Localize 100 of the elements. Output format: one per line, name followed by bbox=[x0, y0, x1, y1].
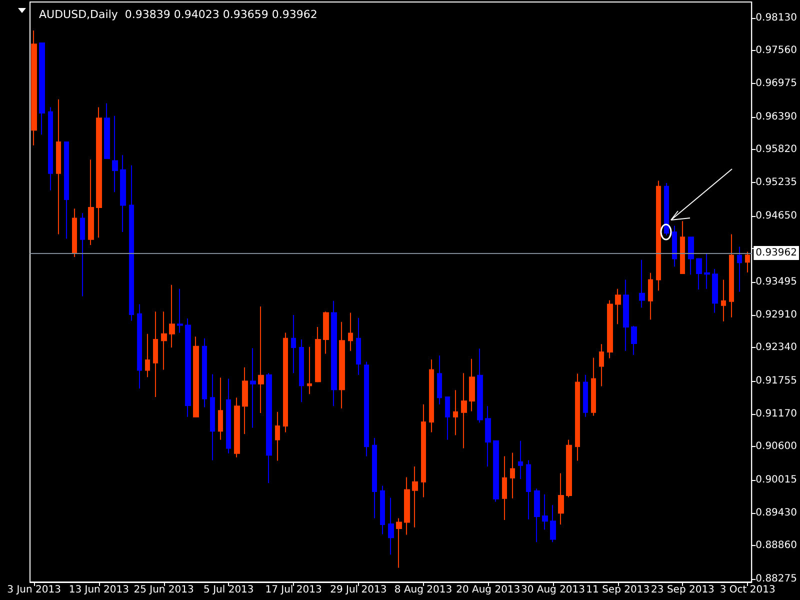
candlestick bbox=[161, 311, 167, 370]
candlestick bbox=[696, 258, 702, 290]
candlestick bbox=[275, 411, 280, 462]
candlestick bbox=[226, 378, 231, 454]
y-tick-label: 0.95235 bbox=[756, 177, 798, 188]
candlestick bbox=[177, 288, 183, 334]
candlestick bbox=[721, 279, 726, 322]
candlestick bbox=[566, 439, 572, 498]
candlestick bbox=[583, 374, 588, 418]
y-tick-label: 0.94650 bbox=[756, 210, 798, 222]
x-tick-label: 5 Jul 2013 bbox=[204, 584, 254, 596]
candlestick bbox=[688, 236, 694, 276]
candlestick bbox=[112, 115, 118, 193]
x-tick-label: 25 Jun 2013 bbox=[134, 584, 194, 596]
candlestick bbox=[291, 314, 296, 374]
candlestick bbox=[704, 252, 710, 290]
candlestick bbox=[607, 300, 613, 359]
candlestick bbox=[461, 372, 467, 449]
y-tick-label: 0.88275 bbox=[756, 573, 798, 584]
x-tick-label: 23 Sep 2013 bbox=[651, 584, 714, 596]
candlestick bbox=[185, 318, 191, 418]
y-tick-label: 0.96975 bbox=[756, 78, 798, 90]
candlestick bbox=[64, 142, 69, 240]
candlestick bbox=[493, 440, 499, 502]
candlestick bbox=[712, 268, 718, 314]
y-tick-label: 0.93495 bbox=[756, 276, 798, 288]
candlestick bbox=[250, 348, 256, 428]
x-tick-label: 17 Jul 2013 bbox=[265, 584, 322, 596]
candlestick bbox=[96, 106, 102, 238]
candlestick bbox=[429, 358, 434, 433]
candlestick bbox=[137, 304, 142, 389]
x-tick-label: 3 Jun 2013 bbox=[7, 584, 61, 596]
candlestick bbox=[631, 325, 637, 356]
x-tick-label: 29 Jul 2013 bbox=[330, 584, 387, 596]
candlestick bbox=[664, 182, 669, 236]
x-tick-label: 11 Sep 2013 bbox=[586, 584, 650, 596]
candlestick bbox=[307, 346, 312, 395]
candlestick bbox=[453, 390, 458, 436]
text: AUDUSD,Daily 0.93839 0.94023 0.93659 0.93962 bbox=[39, 8, 318, 21]
y-tick-label: 0.95820 bbox=[756, 144, 798, 155]
candlestick bbox=[299, 339, 304, 403]
candlestick bbox=[169, 284, 175, 348]
candlestick bbox=[672, 225, 677, 268]
candlestick bbox=[331, 300, 337, 407]
candlestick bbox=[639, 259, 645, 308]
candlestick bbox=[88, 159, 94, 246]
candlestick bbox=[558, 472, 564, 526]
candlestick bbox=[266, 372, 272, 484]
candlestick bbox=[615, 288, 621, 325]
candlestick bbox=[729, 234, 734, 318]
candlestick bbox=[39, 42, 45, 136]
candlestick bbox=[656, 180, 661, 292]
ref-line-label: 0.93962 bbox=[756, 248, 798, 259]
candlestick bbox=[72, 208, 77, 258]
candlestick bbox=[526, 460, 531, 520]
candlestick bbox=[745, 251, 750, 273]
y-tick-label: 0.91170 bbox=[756, 408, 798, 420]
candlestick bbox=[31, 30, 37, 146]
candlestick bbox=[120, 154, 126, 232]
y-tick-label: 0.91755 bbox=[756, 375, 798, 386]
candlestick bbox=[242, 366, 248, 435]
x-tick-label: 20 Aug 2013 bbox=[456, 584, 520, 596]
y-tick-label: 0.97560 bbox=[756, 44, 798, 56]
y-tick-label: 0.92910 bbox=[756, 310, 798, 321]
candlestick bbox=[437, 354, 442, 405]
candlestick bbox=[380, 485, 385, 535]
candlestick bbox=[323, 311, 329, 354]
candlestick bbox=[210, 374, 215, 461]
candlestick bbox=[56, 98, 61, 235]
y-tick-label: 0.96390 bbox=[756, 111, 798, 122]
y-tick-label: 0.90600 bbox=[756, 441, 798, 452]
candlestick bbox=[680, 220, 685, 274]
candlestick bbox=[193, 336, 199, 418]
candlestick bbox=[599, 344, 604, 387]
candlestick bbox=[356, 317, 361, 376]
candlestick bbox=[388, 497, 394, 556]
x-tick-label: 13 Jun 2013 bbox=[68, 584, 129, 596]
candlestick bbox=[129, 164, 134, 322]
candlestick bbox=[80, 212, 85, 297]
candlestick bbox=[202, 338, 207, 408]
candlestick bbox=[145, 333, 150, 378]
y-tick-label: 0.90015 bbox=[756, 474, 798, 486]
candlestick bbox=[234, 397, 240, 458]
y-tick-label: 0.98130 bbox=[756, 12, 798, 24]
y-tick-label: 0.89430 bbox=[756, 508, 798, 519]
candlestick bbox=[502, 456, 507, 520]
candlestick bbox=[283, 332, 288, 433]
candlestick bbox=[550, 504, 556, 543]
x-tick-label: 3 Oct 2013 bbox=[720, 584, 776, 596]
candlestick bbox=[518, 440, 523, 480]
candlestick bbox=[469, 358, 475, 412]
x-tick-label: 30 Aug 2013 bbox=[520, 584, 586, 596]
candlestick bbox=[315, 326, 321, 383]
candlestick bbox=[648, 272, 653, 320]
candlestick bbox=[404, 476, 410, 536]
y-tick-label: 0.92340 bbox=[756, 342, 798, 353]
candlestick bbox=[48, 106, 53, 191]
candlestick bbox=[477, 348, 483, 424]
candlestick bbox=[575, 373, 580, 462]
candlestick bbox=[339, 321, 345, 409]
